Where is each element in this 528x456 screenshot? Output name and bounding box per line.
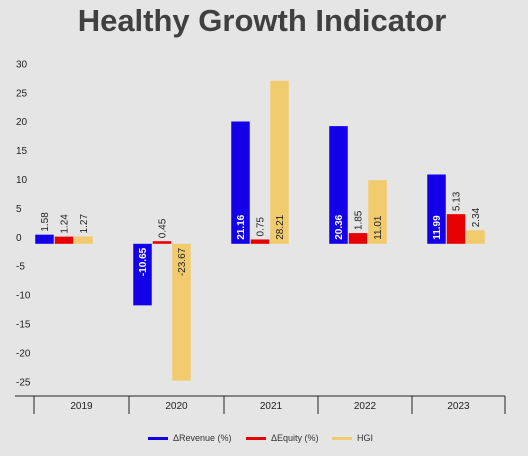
y-tick-label: 25: [16, 88, 28, 99]
data-label-2020-1: 0.45: [158, 218, 169, 238]
data-label-2023-1: 5.13: [452, 191, 463, 211]
data-label-2022-0: 20.36: [334, 214, 345, 239]
legend-swatch-1: [246, 437, 266, 440]
bar-2023-0: [427, 174, 446, 244]
data-label-2019-0: 1.58: [40, 212, 51, 232]
legend-label-0: ΔRevenue (%): [173, 433, 232, 443]
bar-2022-0: [329, 126, 348, 244]
y-tick-label: 10: [16, 175, 28, 186]
legend: ΔRevenue (%) ΔEquity (%) HGI: [148, 433, 373, 443]
legend-label-1: ΔEquity (%): [271, 433, 319, 443]
data-label-2019-1: 1.24: [60, 214, 71, 234]
bar-2020-1: [152, 241, 172, 244]
y-tick-label: -10: [16, 291, 31, 302]
x-tick-label-2020: 2020: [165, 401, 188, 412]
bar-2021-1: [250, 239, 270, 244]
x-tick-label-2022: 2022: [354, 401, 377, 412]
y-tick-label: -15: [16, 320, 31, 331]
y-tick-label: 5: [16, 204, 22, 215]
data-labels: 1.58 1.24 1.27 -10.65 0.45 -23.67 21.16 0.75 28.…: [40, 191, 482, 276]
legend-swatch-0: [148, 437, 168, 440]
data-label-2020-0: -10.65: [138, 247, 149, 276]
y-axis-ticks: 30 25 20 15 10 5 0 -5 -10 -15 -20 -25: [16, 59, 31, 388]
data-label-2020-2: -23.67: [177, 247, 188, 276]
y-tick-label: -5: [16, 262, 25, 273]
chart-title: Healthy Growth Indicator: [78, 3, 447, 38]
legend-swatch-2: [332, 437, 352, 440]
y-tick-label: 30: [16, 59, 28, 70]
bar-2023-2: [466, 230, 485, 244]
bar-2022-2: [368, 180, 387, 244]
bar-2023-1: [446, 214, 466, 244]
y-tick-label: 0: [16, 233, 22, 244]
x-tick-label-2023: 2023: [447, 401, 470, 412]
bar-2022-1: [348, 233, 368, 244]
bar-2021-0: [231, 121, 250, 244]
data-label-2022-2: 11.01: [373, 215, 384, 240]
y-tick-label: -25: [16, 377, 31, 388]
data-label-2023-0: 11.99: [432, 215, 443, 240]
data-label-2019-2: 1.27: [79, 214, 90, 234]
legend-label-2: HGI: [357, 433, 373, 443]
data-label-2023-2: 2.34: [471, 207, 482, 227]
bar-2020-0: [133, 243, 152, 306]
bar-2019-2: [74, 236, 93, 244]
bar-series: [35, 80, 485, 381]
data-label-2021-0: 21.16: [236, 214, 247, 239]
y-tick-label: 20: [16, 117, 28, 128]
x-axis: 2019 2020 2021 2022 2023: [15, 395, 506, 414]
data-label-2022-1: 1.85: [354, 210, 365, 230]
bar-2020-2: [172, 243, 191, 381]
bar-2019-0: [35, 234, 54, 244]
data-label-2021-1: 0.75: [256, 217, 267, 237]
x-tick-label-2021: 2021: [260, 401, 283, 412]
data-label-2021-2: 28.21: [275, 214, 286, 239]
x-tick-label-2019: 2019: [70, 401, 93, 412]
bar-2021-2: [270, 80, 289, 244]
y-tick-label: -20: [16, 348, 31, 359]
y-tick-label: 15: [16, 146, 28, 157]
bar-2019-1: [54, 236, 74, 244]
